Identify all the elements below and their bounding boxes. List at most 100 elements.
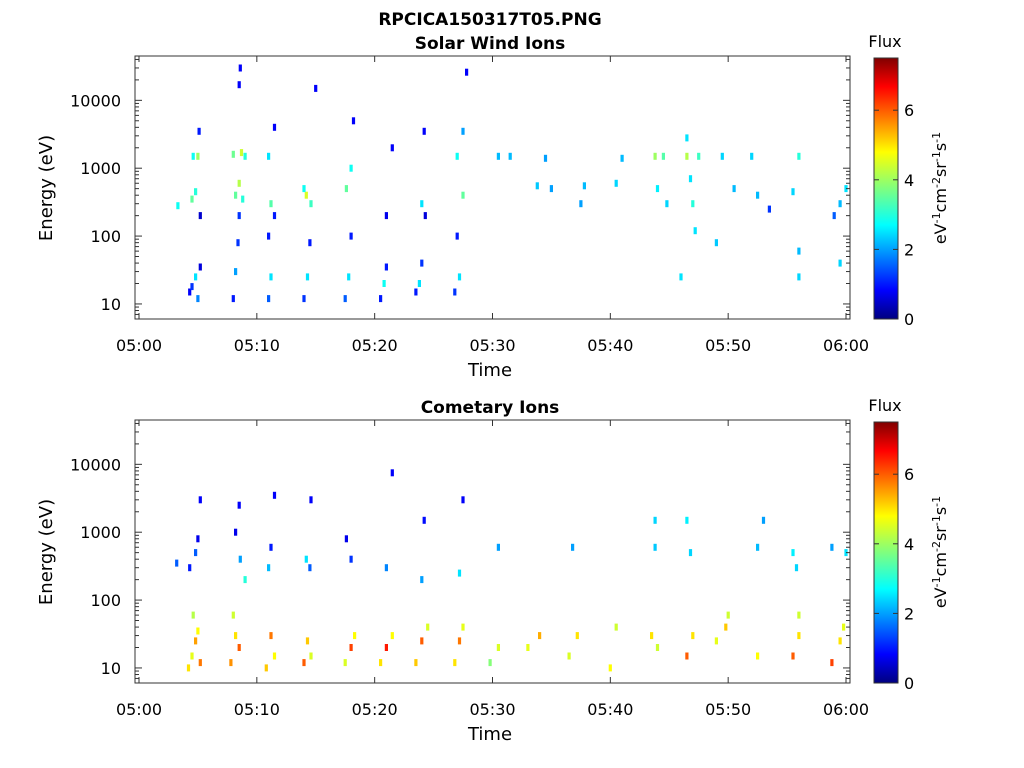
heatmap-cell xyxy=(272,652,277,660)
x-tick-label: 05:30 xyxy=(469,336,515,355)
heatmap-cell xyxy=(269,273,273,281)
heatmap-cell xyxy=(384,564,388,572)
heatmap-cell xyxy=(582,182,586,190)
y-tick-label: 100 xyxy=(90,227,121,246)
y-tick-label: 10000 xyxy=(70,91,121,110)
heatmap-cell xyxy=(732,185,736,193)
heatmap-cell xyxy=(190,283,194,291)
x-tick-label: 05:20 xyxy=(352,336,398,355)
heatmap-cell xyxy=(243,152,247,160)
figure-title: RPCICA150317T05.PNG xyxy=(378,10,601,30)
heatmap-cell xyxy=(756,191,760,199)
heatmap-cell xyxy=(190,652,194,660)
heatmap-cell xyxy=(571,543,575,551)
colorbar-ticks: 0 2 4 6 xyxy=(874,465,914,693)
heatmap-cell xyxy=(272,212,277,220)
x-tick-label: 05:40 xyxy=(587,700,633,719)
heatmap-cell xyxy=(420,637,424,645)
heatmap-cell xyxy=(238,555,242,563)
x-tick-label: 05:50 xyxy=(705,700,751,719)
y-tick-label: 1000 xyxy=(80,523,121,542)
heatmap-cell xyxy=(420,200,424,208)
heatmap-cell xyxy=(238,64,242,72)
x-tick-label: 05:40 xyxy=(587,336,633,355)
heatmap-cells xyxy=(175,469,848,672)
heatmap-cell xyxy=(455,232,459,240)
heatmap-cell xyxy=(420,576,424,584)
heatmap-cell xyxy=(188,564,192,572)
heatmap-cell xyxy=(838,200,842,208)
heatmap-cell xyxy=(302,295,306,303)
heatmap-cell xyxy=(234,528,238,536)
heatmap-cell xyxy=(453,288,457,296)
x-tick-label: 05:30 xyxy=(469,700,515,719)
heatmap-cell xyxy=(461,127,465,135)
heatmap-cell xyxy=(714,637,718,645)
colorbar: Flux 0 2 4 6 eV-1cm-2sr-1s-1 xyxy=(868,32,950,329)
heatmap-cell xyxy=(309,652,313,660)
colorbar-title: Flux xyxy=(868,32,901,51)
heatmap-cell xyxy=(461,191,465,199)
heatmap-cell xyxy=(453,659,457,667)
heatmap-cell xyxy=(496,543,500,551)
x-tick-label: 06:00 xyxy=(823,336,869,355)
heatmap-cell xyxy=(457,637,462,645)
heatmap-cell xyxy=(691,632,695,640)
heatmap-cell xyxy=(197,127,201,135)
heatmap-cell xyxy=(384,644,388,651)
heatmap-cell xyxy=(417,280,421,287)
heatmap-cell xyxy=(832,212,836,220)
heatmap-cell xyxy=(231,611,235,619)
heatmap-cell xyxy=(614,179,618,187)
y-axis-label: Energy (eV) xyxy=(36,499,57,605)
heatmap-cell xyxy=(797,273,801,281)
heatmap-cell xyxy=(791,188,795,196)
heatmap-cell xyxy=(756,652,760,660)
colorbar-ticks: 0 2 4 6 xyxy=(874,101,914,329)
heatmap-cell xyxy=(269,632,273,640)
heatmap-cell xyxy=(196,152,200,160)
heatmap-cell xyxy=(309,496,313,504)
heatmap-cell xyxy=(726,611,730,619)
heatmap-cell xyxy=(272,491,277,499)
heatmap-cell xyxy=(608,664,612,672)
x-axis: 05:00 05:10 05:20 05:30 05:40 05:50 06:00 xyxy=(116,56,869,355)
x-tick-label: 05:50 xyxy=(705,336,751,355)
heatmap-cell xyxy=(198,659,202,667)
heatmap-cell xyxy=(269,200,273,208)
heatmap-cell xyxy=(175,559,179,567)
colorbar-gradient xyxy=(873,421,899,684)
y-tick-label: 10 xyxy=(101,659,121,678)
heatmap-cell xyxy=(231,295,235,303)
y-tick-label: 100 xyxy=(90,591,121,610)
heatmap-cell xyxy=(343,659,347,667)
heatmap-cell xyxy=(343,295,347,303)
heatmap-cell xyxy=(679,273,683,281)
heatmap-cell xyxy=(714,239,718,247)
heatmap-cell xyxy=(724,623,728,631)
colorbar-tick-label: 2 xyxy=(904,604,914,623)
heatmap-cell xyxy=(685,152,689,160)
panel-title: Solar Wind Ions xyxy=(415,34,566,54)
heatmap-cell xyxy=(653,516,657,524)
heatmap-cell xyxy=(797,632,801,640)
heatmap-cell xyxy=(653,152,657,160)
heatmap-cell xyxy=(269,543,273,551)
heatmap-cell xyxy=(461,623,465,631)
heatmap-cell xyxy=(267,232,271,240)
heatmap-cell xyxy=(229,659,233,667)
heatmap-cell xyxy=(423,212,427,220)
heatmap-cell xyxy=(305,637,310,645)
heatmap-cell xyxy=(390,144,394,152)
heatmap-cell xyxy=(314,84,318,92)
colorbar-tick-label: 6 xyxy=(904,101,914,120)
heatmap-cell xyxy=(685,134,689,142)
heatmap-cell xyxy=(665,200,669,208)
heatmap-cell xyxy=(465,68,469,76)
heatmap-cell xyxy=(353,632,357,640)
heatmap-cell xyxy=(457,569,462,577)
heatmap-cell xyxy=(198,496,202,504)
colorbar-tick-label: 0 xyxy=(904,674,914,693)
heatmap-cell xyxy=(237,501,241,509)
x-tick-label: 05:10 xyxy=(234,700,280,719)
